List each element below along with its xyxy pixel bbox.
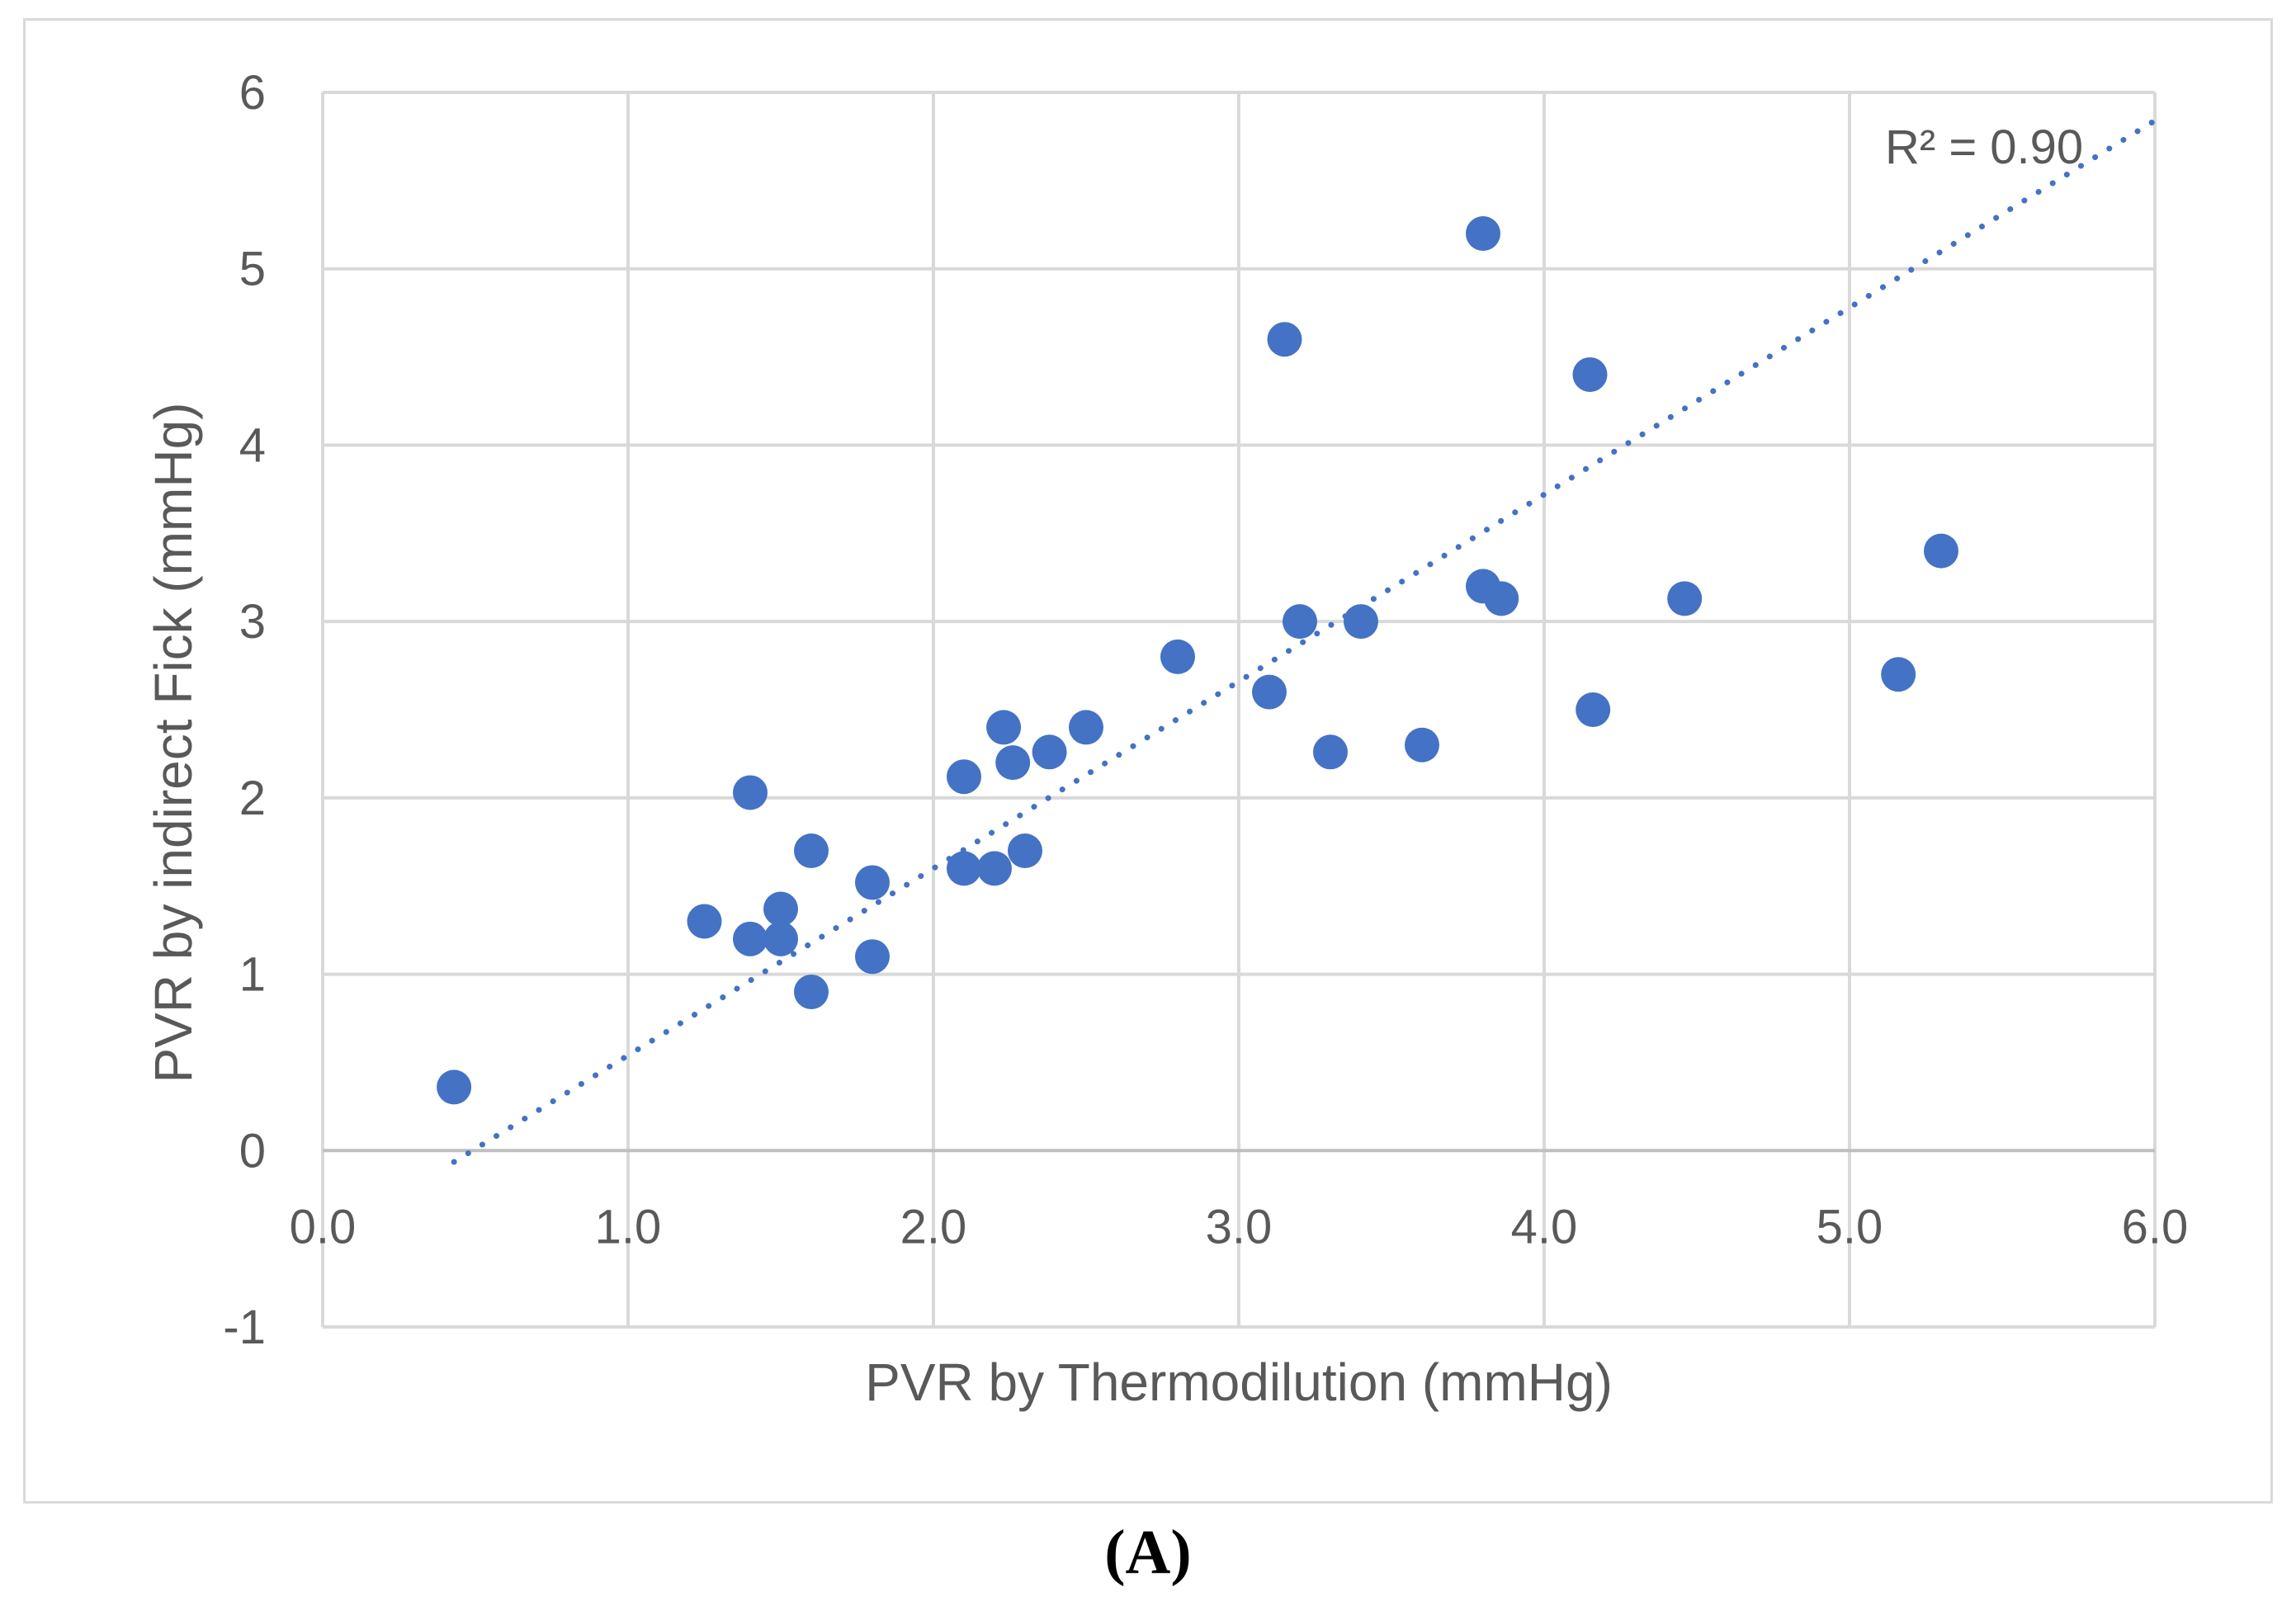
trendline [451,117,2158,1165]
data-point [947,759,981,795]
y-tick-label: 4 [239,418,266,472]
data-point [1484,581,1519,616]
data-point [986,710,1022,745]
y-tick-label: -1 [223,1301,266,1354]
data-point [733,775,768,810]
tick-labels: 0.0 1.0 2.0 3.0 4.0 5.0 6.0 -1 0 1 2 3 4 5 6 [223,66,2188,1354]
panel-label: (A) [1104,1518,1192,1587]
data-point [1069,710,1103,745]
data-point [855,939,890,975]
data-point [1160,639,1195,674]
data-point [1466,215,1500,251]
data-point [1283,604,1317,640]
data-point [947,851,981,886]
data-point [1576,692,1611,727]
data-point [1344,604,1378,640]
data-points [437,215,1958,1105]
data-point [1267,322,1302,357]
r2-annotation: R² = 0.90 [1885,120,2083,174]
y-axis-title: PVR by indirect Fick (mmHg) [144,403,203,1084]
y-tick-label: 2 [239,772,266,825]
x-tick-label: 5.0 [1816,1200,1883,1254]
data-point [1572,356,1608,392]
data-point [763,921,798,956]
data-point [437,1069,472,1105]
data-point [1008,833,1042,868]
data-point [1313,734,1348,770]
chart-area [23,18,2273,1504]
data-point [763,891,798,927]
x-axis-title: PVR by Thermodilution (mmHg) [865,1353,1613,1412]
y-tick-label: 5 [239,243,266,296]
data-point [995,745,1031,781]
data-point [1667,581,1703,616]
data-point [1881,657,1916,692]
data-point [977,851,1012,886]
data-point [733,921,768,956]
y-tick-label: 3 [239,595,266,649]
data-point [1924,533,1958,569]
y-tick-label: 1 [239,948,266,1002]
data-point [794,974,829,1009]
data-point [855,865,890,900]
trendline-group [451,117,2158,1165]
y-tick-label: 0 [239,1124,266,1178]
y-tick-label: 6 [239,66,266,120]
x-tick-label: 1.0 [595,1200,662,1254]
data-point [687,904,722,939]
x-tick-label: 4.0 [1511,1200,1578,1254]
data-point [794,833,829,868]
x-tick-label: 6.0 [2122,1200,2189,1254]
data-point [1252,674,1287,710]
data-point [1405,727,1439,763]
x-tick-label: 3.0 [1206,1200,1273,1254]
x-tick-label: 0.0 [290,1200,357,1254]
gridlines [321,91,2157,1329]
data-point [1032,734,1067,770]
x-tick-label: 2.0 [900,1200,967,1254]
